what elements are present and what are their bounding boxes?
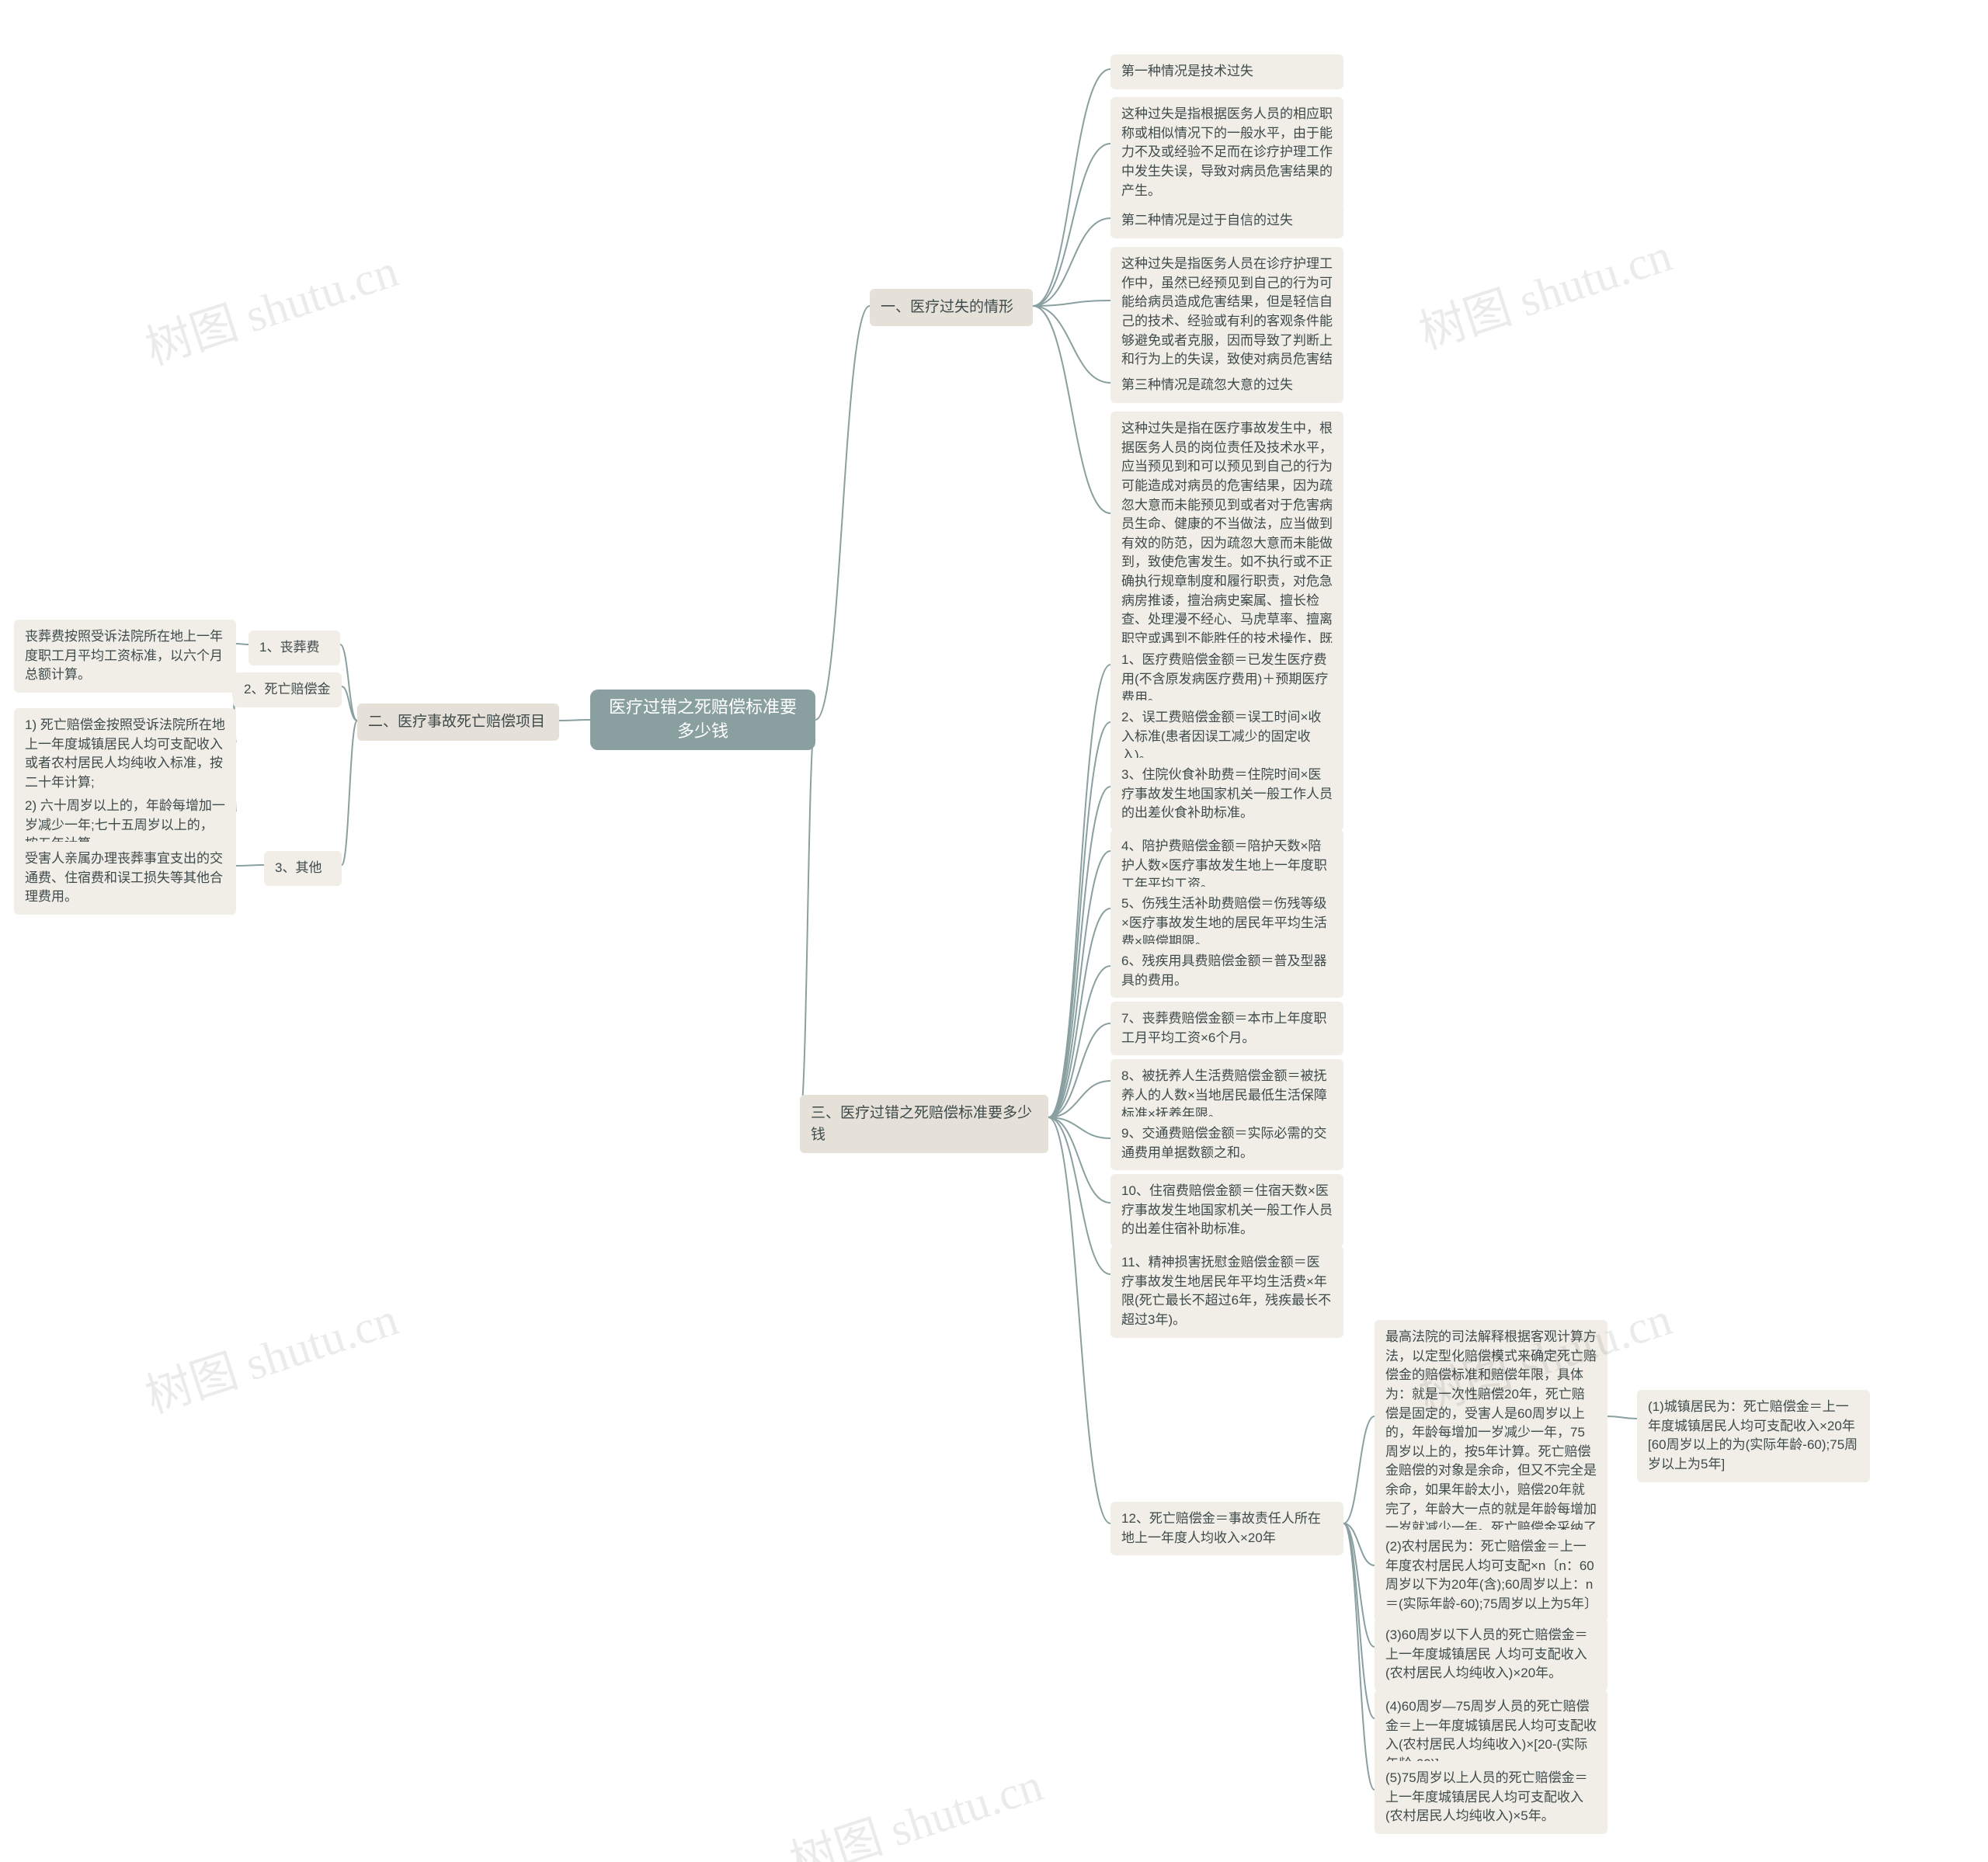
edge: [1033, 218, 1110, 306]
edge: [1048, 1117, 1110, 1274]
edge: [1048, 1117, 1110, 1523]
edge: [559, 720, 590, 721]
leaf-node-s2a[interactable]: 1、丧葬费: [248, 631, 340, 665]
leaf-node-s3_12b[interactable]: (2)农村居民为：死亡赔偿金＝上一年度农村居民人均可支配×n〔n：60周岁以下为…: [1375, 1530, 1607, 1622]
leaf-node-s3_9[interactable]: 9、交通费赔偿金额＝实际必需的交通费用单据数额之和。: [1110, 1117, 1343, 1170]
section-node-s1[interactable]: 一、医疗过失的情形: [870, 289, 1033, 326]
edge: [815, 306, 870, 720]
leaf-node-s3_3[interactable]: 3、住院伙食补助费＝住院时间×医疗事故发生地国家机关一般工作人员的出差伙食补助标…: [1110, 758, 1343, 831]
leaf-node-s1b[interactable]: 这种过失是指根据医务人员的相应职称或相似情况下的一般水平，由于能力不及或经验不足…: [1110, 97, 1343, 208]
edge: [1607, 1416, 1637, 1419]
root-node[interactable]: 医疗过错之死赔偿标准要多少钱: [590, 690, 815, 750]
edge: [1033, 306, 1110, 383]
leaf-node-s3_7[interactable]: 7、丧葬费赔偿金额＝本市上年度职工月平均工资×6个月。: [1110, 1002, 1343, 1055]
edge: [1033, 144, 1110, 306]
edge: [1033, 69, 1110, 306]
edge: [1033, 306, 1110, 513]
edge: [340, 644, 357, 721]
edges-layer: [0, 0, 1988, 1862]
leaf-node-s3_11[interactable]: 11、精神损害抚慰金赔偿金额＝医疗事故发生地居民年平均生活费×年限(死亡最长不超…: [1110, 1245, 1343, 1338]
leaf-node-s1e[interactable]: 第三种情况是疏忽大意的过失: [1110, 368, 1343, 403]
leaf-node-s3_12[interactable]: 12、死亡赔偿金＝事故责任人所在地上一年度人均收入×20年: [1110, 1502, 1343, 1555]
mindmap-canvas: 医疗过错之死赔偿标准要多少钱 一、医疗过失的情形 第一种情况是技术过失这种过失是指根…: [0, 0, 1988, 1862]
edge: [800, 720, 815, 1117]
leaf-node-s1a[interactable]: 第一种情况是技术过失: [1110, 54, 1343, 89]
edge: [342, 721, 357, 865]
leaf-node-s2c1[interactable]: 受害人亲属办理丧葬事宜支出的交通费、住宿费和误工损失等其他合理费用。: [14, 842, 236, 915]
leaf-node-s3_12a1[interactable]: (1)城镇居民为：死亡赔偿金＝上一年度城镇居民人均可支配收入×20年[60周岁以…: [1637, 1390, 1870, 1482]
leaf-node-s2c[interactable]: 3、其他: [264, 851, 342, 886]
leaf-node-s2a1[interactable]: 丧葬费按照受诉法院所在地上一年度职工月平均工资标准，以六个月总额计算。: [14, 620, 236, 693]
edge: [1343, 1523, 1375, 1718]
leaf-node-s2b1[interactable]: 1) 死亡赔偿金按照受诉法院所在地上一年度城镇居民人均可支配收入或者农村居民人均…: [14, 708, 236, 801]
edge: [1343, 1416, 1375, 1523]
leaf-node-s2b[interactable]: 2、死亡赔偿金: [233, 672, 342, 707]
edge: [1048, 665, 1110, 1117]
section-node-s2[interactable]: 二、医疗事故死亡赔偿项目: [357, 703, 559, 741]
edge: [1048, 722, 1110, 1117]
edge: [236, 865, 264, 866]
leaf-node-s3_6[interactable]: 6、残疾用具费赔偿金额＝普及型器具的费用。: [1110, 944, 1343, 998]
leaf-node-s1c[interactable]: 第二种情况是过于自信的过失: [1110, 203, 1343, 238]
edge: [1048, 787, 1110, 1117]
section-node-s3[interactable]: 三、医疗过错之死赔偿标准要多少钱: [800, 1095, 1048, 1153]
leaf-node-s3_10[interactable]: 10、住宿费赔偿金额＝住宿天数×医疗事故发生地国家机关一般工作人员的出差住宿补助…: [1110, 1174, 1343, 1247]
edge: [1048, 908, 1110, 1117]
leaf-node-s3_12c[interactable]: (3)60周岁以下人员的死亡赔偿金＝上一年度城镇居民 人均可支配收入(农村居民人…: [1375, 1618, 1607, 1691]
leaf-node-s3_12e[interactable]: (5)75周岁以上人员的死亡赔偿金＝上一年度城镇居民人均可支配收入(农村居民人均…: [1375, 1761, 1607, 1834]
